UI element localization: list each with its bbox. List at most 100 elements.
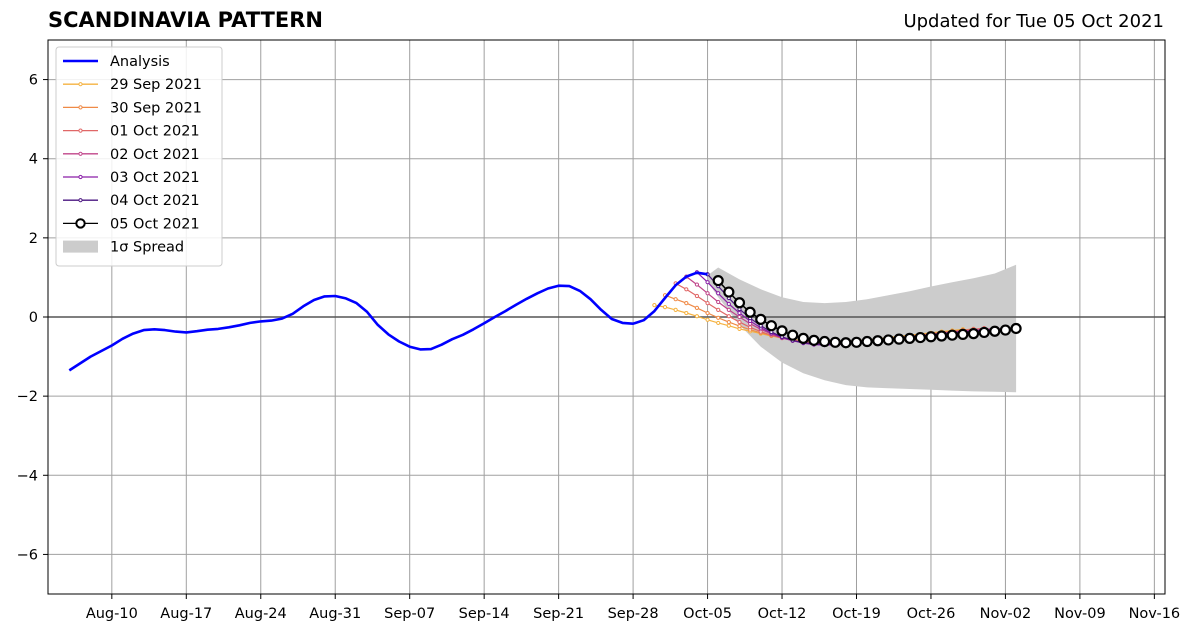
series-point <box>662 305 668 310</box>
y-tick-label: 2 <box>29 231 38 247</box>
series-point <box>716 320 721 326</box>
series-point <box>748 325 753 330</box>
x-tick-label: Oct-26 <box>907 606 956 622</box>
series-point <box>684 310 689 316</box>
series-point <box>872 335 884 347</box>
y-tick-label: −4 <box>17 468 38 484</box>
x-tick-label: Sep-14 <box>459 606 510 622</box>
legend-marker <box>78 105 83 110</box>
series-point <box>989 325 1001 337</box>
legend-marker <box>78 128 83 133</box>
legend-layer: Analysis 29 Sep 2021 30 Sep 2021 01 Oct 202… <box>55 46 223 267</box>
series-point <box>652 303 657 308</box>
series-point <box>694 305 700 310</box>
series-point <box>694 314 700 319</box>
series-point <box>673 307 678 312</box>
series-point <box>712 274 724 287</box>
y-tick-label: −6 <box>17 547 38 563</box>
legend-label: 1σ Spread <box>110 240 184 256</box>
series-point <box>925 331 937 343</box>
series-point <box>755 313 767 325</box>
y-tick-label: 0 <box>29 310 38 326</box>
series-point <box>716 299 721 305</box>
series-point <box>705 317 710 322</box>
series-point <box>914 331 926 344</box>
x-tick-label: Oct-12 <box>758 606 807 622</box>
x-tick-label: Aug-10 <box>86 606 138 622</box>
series-point <box>705 291 710 296</box>
spread-layer <box>707 264 1017 393</box>
series-point <box>726 307 731 312</box>
series-point <box>694 282 700 287</box>
series-point <box>935 330 948 342</box>
x-tick-label: Nov-02 <box>980 606 1032 622</box>
x-tick-label: Oct-05 <box>683 606 732 622</box>
series-point <box>705 301 710 306</box>
y-tick-label: −2 <box>17 389 38 405</box>
legend-marker <box>78 198 83 203</box>
legend-marker <box>78 151 83 156</box>
y-tick-label: 6 <box>29 73 38 89</box>
series-point <box>726 314 731 319</box>
series-point <box>797 332 809 344</box>
legend-marker <box>78 82 83 87</box>
series-point <box>787 329 799 341</box>
legend-marker <box>78 174 83 180</box>
series-point <box>957 328 969 341</box>
series-point <box>1010 322 1022 335</box>
chart-title: SCANDINAVIA PATTERN <box>48 8 323 32</box>
series-point <box>850 336 863 348</box>
legend-label: 03 Oct 2021 <box>110 170 200 186</box>
series-point <box>776 325 788 337</box>
series-point <box>705 310 710 316</box>
y-tick-label: 4 <box>29 152 38 168</box>
series-point <box>726 301 731 307</box>
series-point <box>818 335 831 348</box>
series-point <box>726 320 731 325</box>
legend-label: 01 Oct 2021 <box>110 124 200 140</box>
x-tick-label: Aug-17 <box>160 606 212 622</box>
series-point <box>808 334 820 346</box>
series-point <box>673 297 678 302</box>
legend-marker <box>75 218 86 229</box>
series-point <box>737 324 742 329</box>
series-point <box>716 315 721 320</box>
series-point <box>999 324 1012 336</box>
x-tick-label: Nov-16 <box>1129 606 1181 622</box>
legend-label: Analysis <box>110 54 170 70</box>
series-point <box>723 286 735 298</box>
series-point <box>882 334 895 346</box>
x-tick-label: Sep-28 <box>608 606 659 622</box>
series-layer <box>652 270 1022 349</box>
x-tick-label: Aug-24 <box>235 606 287 622</box>
analysis-layer <box>68 271 708 372</box>
series-point <box>893 333 905 345</box>
series-point <box>967 328 980 340</box>
legend-label: 02 Oct 2021 <box>110 147 200 163</box>
legend-label: 05 Oct 2021 <box>110 216 200 232</box>
series-point <box>978 326 990 339</box>
series-point <box>861 335 873 348</box>
series-point <box>716 307 721 312</box>
series-point <box>737 310 742 316</box>
series-point <box>694 293 700 299</box>
series-point <box>946 329 958 341</box>
series-point <box>684 301 689 306</box>
spread-band <box>707 264 1017 393</box>
series-point <box>765 320 777 332</box>
series-point <box>829 336 841 348</box>
series-point <box>744 306 756 318</box>
series-point <box>684 287 689 292</box>
legend-label: 29 Sep 2021 <box>110 77 202 93</box>
legend-box <box>55 46 223 267</box>
x-tick-label: Sep-07 <box>384 606 435 622</box>
series-point <box>716 291 721 296</box>
x-tick-label: Oct-19 <box>832 606 881 622</box>
series-point <box>737 314 742 320</box>
legend-label: 04 Oct 2021 <box>110 193 200 209</box>
x-tick-label: Sep-21 <box>533 606 584 622</box>
x-tick-label: Nov-09 <box>1054 606 1106 622</box>
series-point <box>705 280 710 285</box>
series-point <box>733 297 746 309</box>
